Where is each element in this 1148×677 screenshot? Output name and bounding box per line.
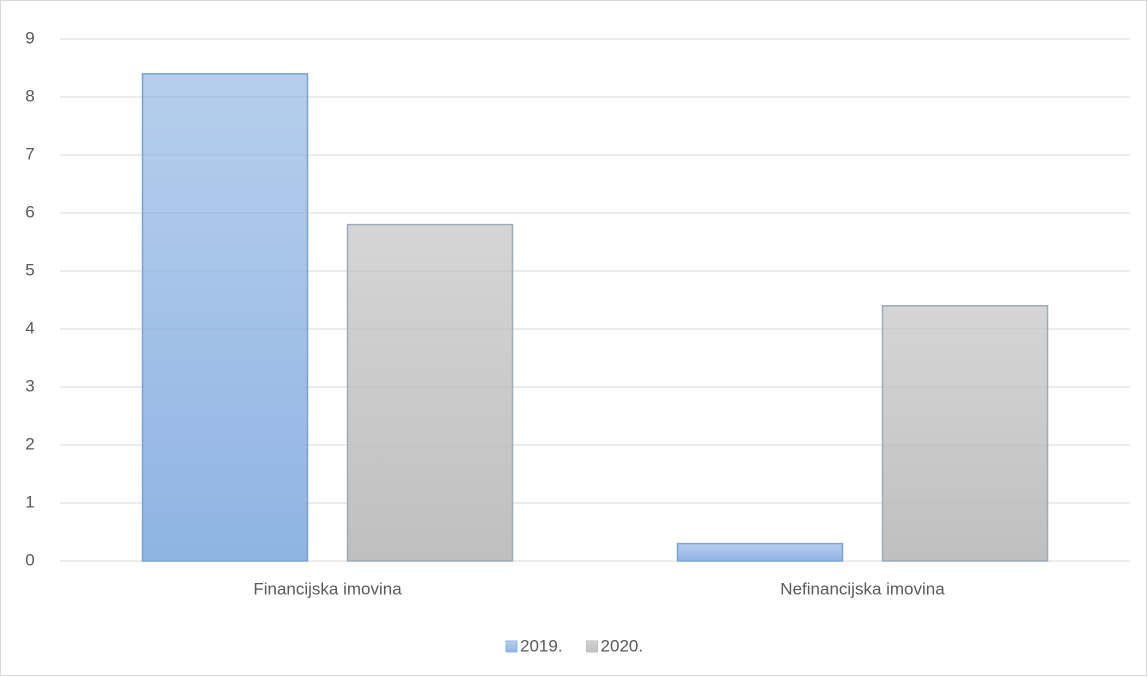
legend-label: 2019. xyxy=(520,636,563,655)
y-tick-label: 7 xyxy=(25,144,34,163)
x-tick-label: Financijska imovina xyxy=(253,579,402,598)
y-tick-label: 8 xyxy=(25,86,34,105)
y-tick-label: 5 xyxy=(25,260,34,279)
x-tick-label: Nefinancijska imovina xyxy=(780,579,945,598)
y-tick-label: 9 xyxy=(25,28,34,47)
bar xyxy=(881,305,1049,562)
legend-swatch xyxy=(586,640,599,653)
y-tick-label: 2 xyxy=(25,434,34,453)
bar xyxy=(676,542,844,562)
legend-swatch xyxy=(505,640,518,653)
bar xyxy=(346,223,514,562)
legend-label: 2020. xyxy=(601,636,644,655)
y-tick-label: 6 xyxy=(25,202,34,221)
y-tick-label: 0 xyxy=(25,550,34,569)
y-tick-label: 4 xyxy=(25,318,34,337)
y-tick-label: 1 xyxy=(25,492,34,511)
bar xyxy=(141,73,309,562)
y-tick-label: 3 xyxy=(25,376,34,395)
